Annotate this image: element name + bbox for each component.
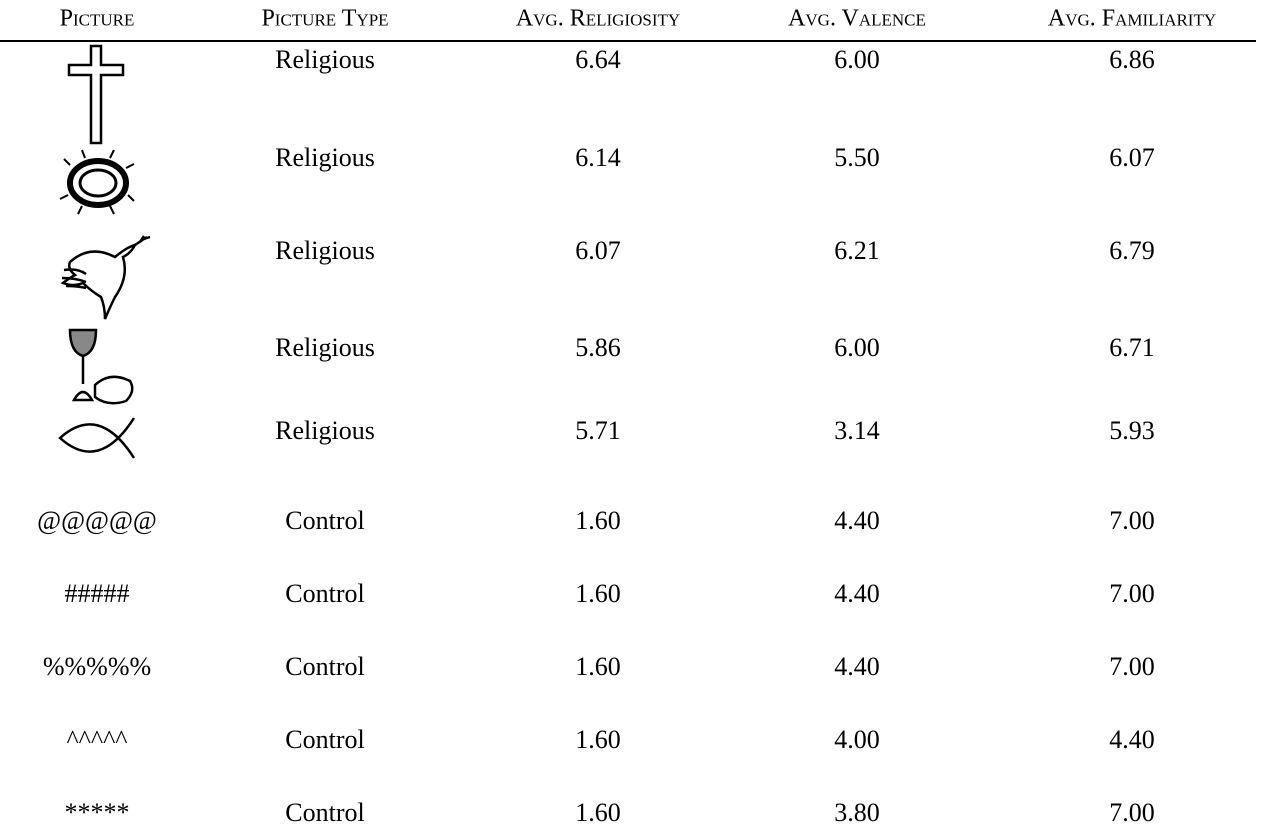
cell: 7.00: [1109, 652, 1155, 681]
cell: 3.80: [834, 798, 880, 827]
cell: 4.40: [1109, 725, 1155, 754]
cell: 4.40: [834, 579, 880, 608]
cell: 7.00: [1109, 506, 1155, 535]
cell: 5.71: [575, 416, 621, 445]
cell: %%%%%: [43, 652, 151, 681]
cell: 1.60: [575, 798, 621, 827]
cell: 5.50: [834, 143, 880, 172]
cell: 4.40: [834, 652, 880, 681]
cell: 3.14: [834, 416, 880, 445]
cell: Control: [285, 798, 364, 827]
chalice-bread-icon: [68, 328, 134, 405]
column-header: Avg. Valence: [788, 6, 926, 32]
cell: 7.00: [1109, 798, 1155, 827]
cell: @@@@@: [37, 506, 157, 535]
cell: 6.21: [834, 236, 880, 265]
cell: 6.00: [834, 333, 880, 362]
cell: Control: [285, 506, 364, 535]
cell: Control: [285, 652, 364, 681]
cell: Religious: [275, 45, 375, 74]
cell: 4.40: [834, 506, 880, 535]
cell: 1.60: [575, 579, 621, 608]
cell: Religious: [275, 416, 375, 445]
cell: 5.93: [1109, 416, 1155, 445]
cell: 1.60: [575, 652, 621, 681]
column-header: Picture Type: [261, 6, 388, 32]
cell: 6.14: [575, 143, 621, 172]
cell: Control: [285, 579, 364, 608]
cell: 7.00: [1109, 579, 1155, 608]
cell: 6.64: [575, 45, 621, 74]
cell: Religious: [275, 236, 375, 265]
cell: *****: [65, 798, 130, 827]
cell: ^^^^^: [66, 725, 127, 754]
cell: 6.86: [1109, 45, 1155, 74]
cell: 6.79: [1109, 236, 1155, 265]
column-header: Picture: [60, 6, 135, 32]
column-header: Avg. Familiarity: [1048, 6, 1216, 32]
cell: Religious: [275, 333, 375, 362]
fish-icon: [58, 417, 136, 459]
cell: 6.07: [575, 236, 621, 265]
cell: 1.60: [575, 506, 621, 535]
cell: 5.86: [575, 333, 621, 362]
crown-of-thorns-icon: [59, 149, 135, 215]
cell: 1.60: [575, 725, 621, 754]
column-header: Avg. Religiosity: [516, 6, 680, 32]
cell: Religious: [275, 143, 375, 172]
cell: 6.00: [834, 45, 880, 74]
cell: Control: [285, 725, 364, 754]
cell: 6.71: [1109, 333, 1155, 362]
dove-icon: [60, 235, 151, 320]
cell: 6.07: [1109, 143, 1155, 172]
cell: 4.00: [834, 725, 880, 754]
cross-icon: [67, 44, 125, 145]
cell: #####: [65, 579, 130, 608]
